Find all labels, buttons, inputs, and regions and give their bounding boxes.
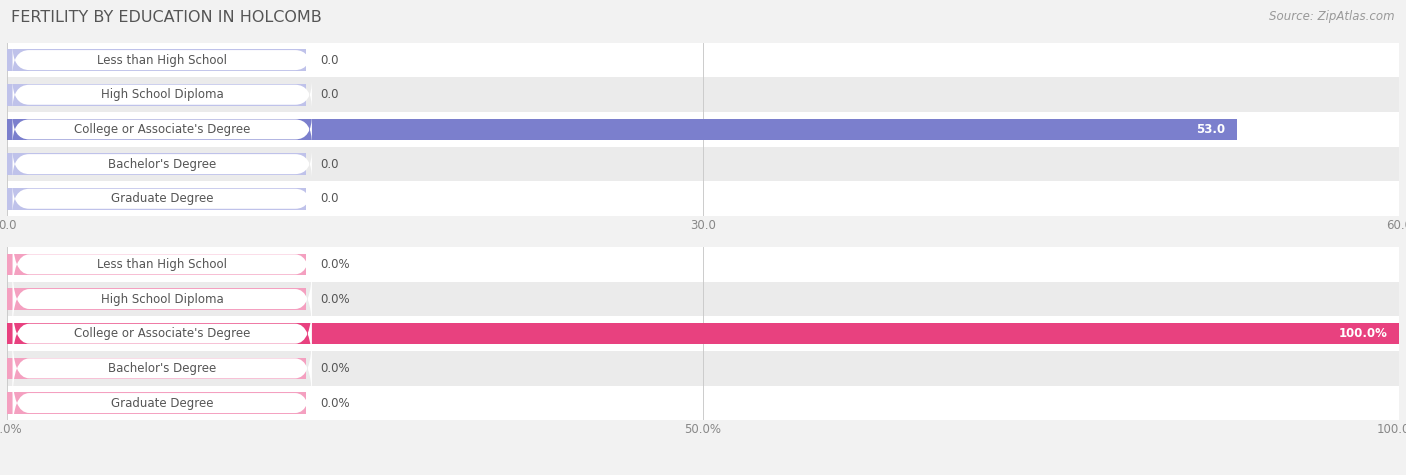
Text: 0.0: 0.0 bbox=[321, 192, 339, 205]
Text: Bachelor's Degree: Bachelor's Degree bbox=[108, 158, 217, 171]
FancyBboxPatch shape bbox=[13, 337, 312, 400]
FancyBboxPatch shape bbox=[13, 114, 312, 144]
Text: Source: ZipAtlas.com: Source: ZipAtlas.com bbox=[1270, 10, 1395, 23]
Text: 53.0: 53.0 bbox=[1197, 123, 1226, 136]
Text: College or Associate's Degree: College or Associate's Degree bbox=[75, 123, 250, 136]
Bar bbox=[7, 316, 1399, 351]
Bar bbox=[7, 188, 307, 209]
FancyBboxPatch shape bbox=[13, 267, 312, 331]
Text: Bachelor's Degree: Bachelor's Degree bbox=[108, 362, 217, 375]
Bar bbox=[7, 288, 307, 310]
Text: 0.0: 0.0 bbox=[321, 158, 339, 171]
Text: Less than High School: Less than High School bbox=[97, 258, 228, 271]
Bar bbox=[7, 247, 1399, 282]
Bar bbox=[7, 392, 307, 414]
Bar bbox=[7, 84, 307, 105]
Bar bbox=[7, 351, 1399, 386]
FancyBboxPatch shape bbox=[13, 371, 312, 435]
Text: 0.0%: 0.0% bbox=[321, 258, 350, 271]
Text: College or Associate's Degree: College or Associate's Degree bbox=[75, 327, 250, 340]
Text: 0.0%: 0.0% bbox=[321, 397, 350, 409]
Bar bbox=[7, 49, 307, 71]
Text: Less than High School: Less than High School bbox=[97, 54, 228, 67]
FancyBboxPatch shape bbox=[13, 184, 312, 214]
FancyBboxPatch shape bbox=[13, 149, 312, 179]
Text: Graduate Degree: Graduate Degree bbox=[111, 397, 214, 409]
Bar bbox=[7, 119, 1237, 140]
Bar bbox=[7, 358, 307, 379]
FancyBboxPatch shape bbox=[13, 233, 312, 296]
Bar bbox=[7, 77, 1399, 112]
Text: High School Diploma: High School Diploma bbox=[101, 88, 224, 101]
Bar bbox=[7, 181, 1399, 216]
Text: 0.0%: 0.0% bbox=[321, 362, 350, 375]
Text: High School Diploma: High School Diploma bbox=[101, 293, 224, 305]
Bar bbox=[7, 282, 1399, 316]
Bar bbox=[7, 147, 1399, 181]
Bar bbox=[7, 386, 1399, 420]
Bar bbox=[7, 254, 307, 275]
FancyBboxPatch shape bbox=[13, 45, 312, 75]
Text: 0.0: 0.0 bbox=[321, 54, 339, 67]
Text: 0.0%: 0.0% bbox=[321, 293, 350, 305]
Text: FERTILITY BY EDUCATION IN HOLCOMB: FERTILITY BY EDUCATION IN HOLCOMB bbox=[11, 10, 322, 26]
Bar bbox=[7, 153, 307, 175]
Text: Graduate Degree: Graduate Degree bbox=[111, 192, 214, 205]
FancyBboxPatch shape bbox=[13, 80, 312, 110]
Bar bbox=[7, 112, 1399, 147]
Bar bbox=[7, 323, 1399, 344]
Bar bbox=[7, 43, 1399, 77]
Text: 0.0: 0.0 bbox=[321, 88, 339, 101]
Text: 100.0%: 100.0% bbox=[1339, 327, 1388, 340]
FancyBboxPatch shape bbox=[13, 302, 312, 365]
